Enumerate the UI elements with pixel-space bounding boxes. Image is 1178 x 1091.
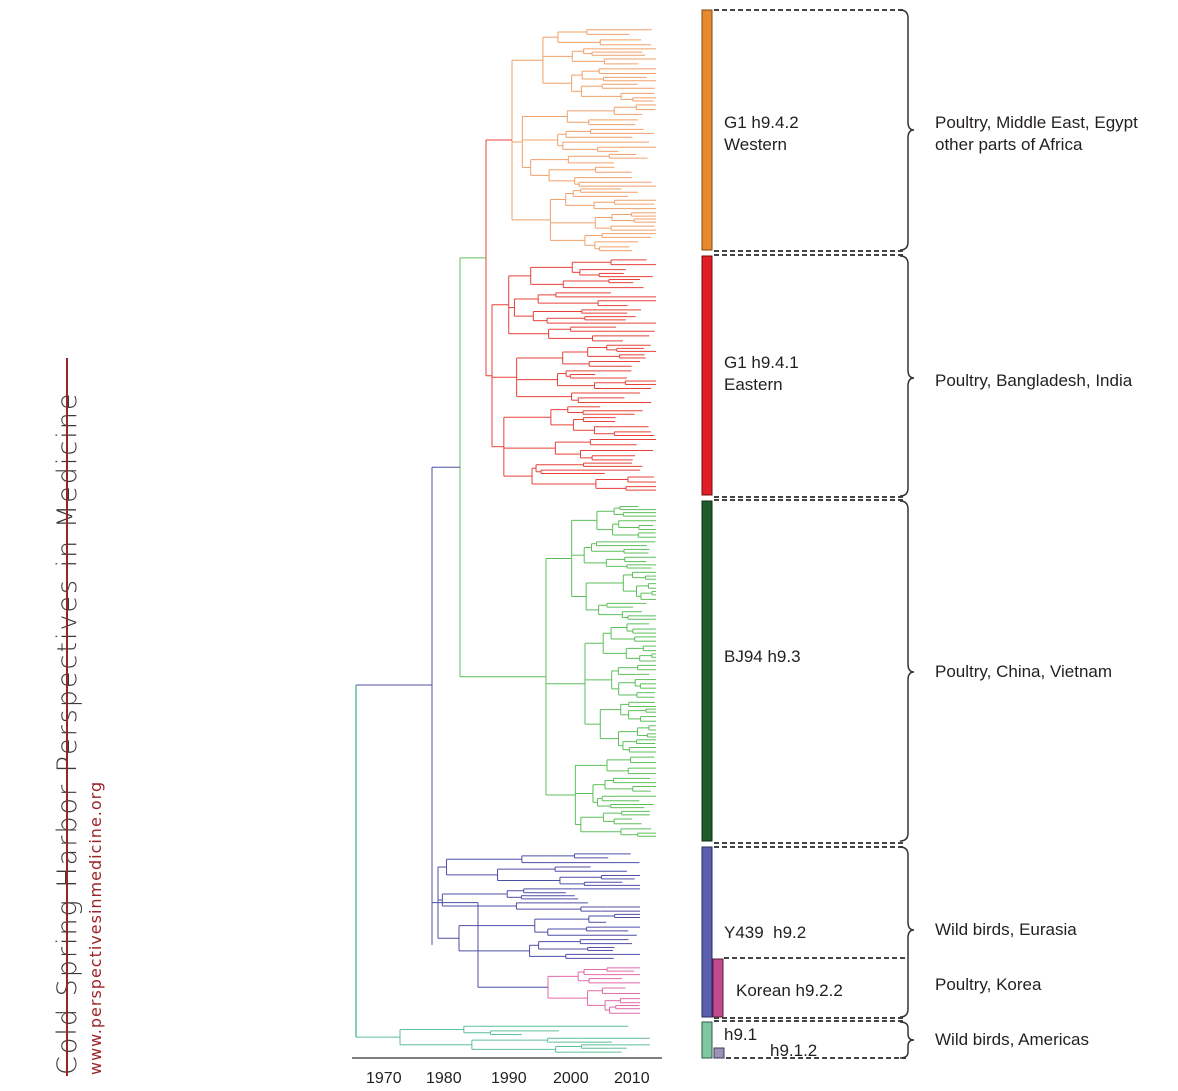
lineage-label-h91: h9.1: [724, 1024, 757, 1046]
lineage-bar-g1-eastern: [701, 255, 713, 496]
lineage-bar-g1-western: [701, 9, 713, 251]
host-text: Poultry, Bangladesh, India: [935, 371, 1133, 390]
sidebar-divider: [66, 358, 68, 1076]
host-label-bj94: Poultry, China, Vietnam: [935, 661, 1112, 683]
host-brackets: [899, 9, 915, 1059]
lineage-bar-y439: [701, 846, 713, 1018]
lineage-bar-bj94: [701, 500, 713, 842]
axis-tick-1980: 1980: [426, 1070, 462, 1087]
lineage-name: Korean h9.2.2: [736, 981, 843, 1000]
bracket-y439: [899, 846, 915, 1018]
lineage-label-g1-eastern: G1 h9.4.1 Eastern: [724, 352, 799, 396]
lineage-name: Y439 h9.2: [724, 923, 807, 942]
lineage-name: G1 h9.4.2: [724, 113, 799, 132]
lineage-subname: Western: [724, 135, 787, 154]
host-text: Poultry, China, Vietnam: [935, 662, 1113, 681]
lineage-label-y439: Y439 h9.2: [724, 922, 806, 944]
axis-tick-2010: 2010: [614, 1070, 650, 1087]
lineage-name: BJ94 h9.3: [724, 647, 801, 666]
tree-branches: [355, 29, 656, 1053]
lineage-name: h9.1: [724, 1025, 758, 1044]
lineage-name: h9.1.2: [770, 1041, 818, 1060]
host-label-h91: Wild birds, Americas: [935, 1029, 1089, 1051]
lineage-name: G1 h9.4.1: [724, 353, 799, 372]
bracket-bj94: [899, 500, 915, 842]
host-text: Poultry, Korea: [935, 975, 1042, 994]
axis-tick-2000: 2000: [553, 1070, 589, 1087]
host-text: Wild birds, Eurasia: [935, 920, 1077, 939]
axis-tick-1970: 1970: [366, 1070, 402, 1087]
host-label-y439: Wild birds, Eurasia: [935, 919, 1077, 941]
lineage-subname: Eastern: [724, 375, 783, 394]
host-text-line2: other parts of Africa: [935, 135, 1083, 154]
lineage-bar-h912: [713, 1047, 725, 1059]
host-text: Wild birds, Americas: [935, 1030, 1089, 1049]
lineage-bar-korean: [712, 958, 724, 1018]
lineage-label-bj94: BJ94 h9.3: [724, 646, 801, 668]
lineage-label-korean: Korean h9.2.2: [736, 980, 843, 1002]
axis-tick-1990: 1990: [491, 1070, 527, 1087]
host-label-korean: Poultry, Korea: [935, 974, 1041, 996]
bracket-g1-western: [899, 9, 915, 251]
lineage-label-h912: h9.1.2: [770, 1040, 817, 1062]
lineage-bar-h91: [701, 1021, 713, 1059]
host-label-g1-western: Poultry, Middle East, Egypt other parts …: [935, 112, 1138, 156]
clade-separators: [714, 9, 906, 1059]
bracket-g1-eastern: [899, 255, 915, 497]
host-text: Poultry, Middle East, Egypt: [935, 113, 1138, 132]
journal-sidebar: Cold Spring Harbor Perspectives in Medic…: [0, 0, 120, 1091]
lineage-label-g1-western: G1 h9.4.2 Western: [724, 112, 799, 156]
host-label-g1-eastern: Poultry, Bangladesh, India: [935, 370, 1132, 392]
bracket-h91: [899, 1021, 915, 1059]
